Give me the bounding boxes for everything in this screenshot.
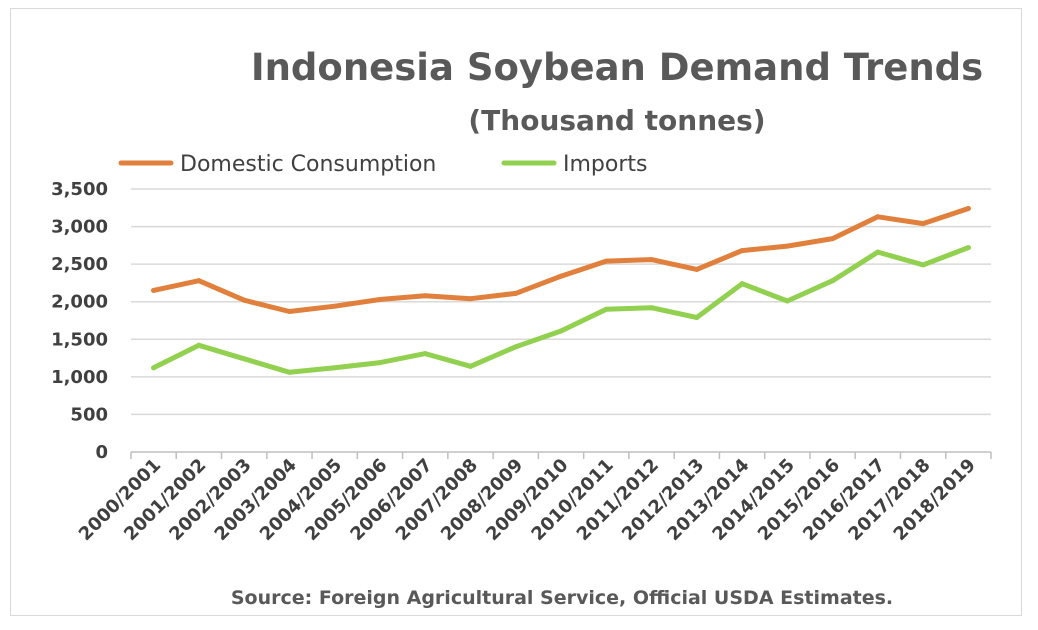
domestic-consumption-line — [151, 206, 971, 314]
data-point — [603, 306, 609, 312]
data-point — [649, 257, 655, 263]
y-tick-label: 2,000 — [51, 292, 108, 313]
legend: Domestic Consumption Imports — [118, 152, 647, 177]
data-point — [286, 369, 292, 375]
data-point — [965, 245, 971, 251]
data-point — [151, 287, 157, 293]
y-tick-label: 1,500 — [51, 329, 108, 350]
data-point — [784, 298, 790, 304]
data-point — [332, 303, 338, 309]
source-note: Source: Foreign Agricultural Service, Of… — [231, 587, 893, 609]
legend-label: Domestic Consumption — [180, 152, 436, 177]
data-point — [467, 363, 473, 369]
data-point — [513, 290, 519, 296]
data-point — [739, 248, 745, 254]
data-point — [830, 278, 836, 284]
data-point — [467, 296, 473, 302]
data-point — [377, 360, 383, 366]
data-point — [920, 262, 926, 268]
data-point — [694, 266, 700, 272]
data-point — [196, 342, 202, 348]
data-point — [241, 297, 247, 303]
data-point — [784, 243, 790, 249]
chart-frame — [10, 8, 1022, 616]
data-point — [875, 249, 881, 255]
data-point — [377, 296, 383, 302]
data-point — [558, 273, 564, 279]
data-point — [875, 214, 881, 220]
data-point — [830, 236, 836, 242]
data-point — [920, 221, 926, 227]
gridlines — [131, 188, 991, 416]
y-tick-label: 1,000 — [51, 367, 108, 388]
chart-title: Indonesia Soybean Demand Trends — [251, 46, 983, 89]
data-point — [694, 314, 700, 320]
data-point — [649, 305, 655, 311]
data-point — [151, 365, 157, 371]
y-tick-label: 2,500 — [51, 254, 108, 275]
x-axis: 2000/20012001/20022002/20032003/20042004… — [75, 451, 992, 545]
data-point — [513, 344, 519, 350]
data-point — [558, 328, 564, 334]
data-point — [241, 356, 247, 362]
data-point — [739, 281, 745, 287]
y-tick-label: 500 — [70, 404, 108, 425]
chart-subtitle: (Thousand tonnes) — [468, 104, 765, 137]
series-lines — [151, 206, 971, 375]
data-point — [422, 351, 428, 357]
y-tick-label: 3,000 — [51, 217, 108, 238]
y-tick-label: 3,500 — [51, 179, 108, 200]
data-point — [196, 278, 202, 284]
legend-label: Imports — [563, 152, 647, 177]
data-point — [286, 308, 292, 314]
data-point — [332, 365, 338, 371]
y-axis-ticks: 0 500 1,000 1,500 2,000 2,500 3,000 3,500 — [51, 179, 108, 463]
data-point — [603, 258, 609, 264]
data-point — [422, 293, 428, 299]
data-point — [965, 206, 971, 212]
y-tick-label: 0 — [95, 442, 108, 463]
